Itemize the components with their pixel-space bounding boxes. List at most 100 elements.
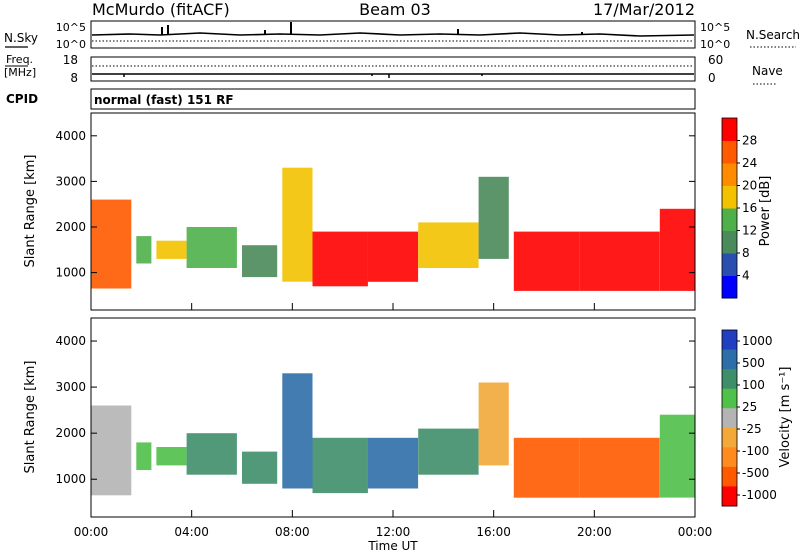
- power-colorbar-tick-label-6: 28: [742, 134, 757, 148]
- nsearch-tick-top: 10^5: [700, 21, 730, 34]
- power-colorbar: 4 8 12 16 20 24 28: [721, 117, 757, 299]
- station-title: McMurdo (fitACF): [92, 0, 230, 19]
- velocity-colorbar-swatch-2: [722, 369, 737, 390]
- power-echo-region-1: [136, 236, 152, 264]
- date-title: 17/Mar/2012: [593, 0, 695, 19]
- velocity-colorbar-tick-label-0: 1000: [742, 334, 773, 348]
- x-tick-label-0: 00:00: [74, 525, 109, 539]
- power-y-tick-label-1: 2000: [55, 220, 86, 234]
- cpid-text: normal (fast) 151 RF: [94, 93, 234, 107]
- x-tick-label-6: 00:00: [678, 525, 713, 539]
- nave-tick-top: 60: [708, 53, 723, 67]
- velocity-echo-region-4: [242, 451, 278, 484]
- power-echo-region-8: [418, 222, 479, 268]
- power-colorbar-swatch-7: [722, 118, 737, 141]
- power-echo-region-6: [312, 231, 368, 287]
- power-y-tick-label-2: 3000: [55, 174, 86, 188]
- power-echo-region-0: [91, 199, 132, 289]
- velocity-colorbar-swatch-0: [722, 330, 737, 351]
- velocity-echo-region-0: [91, 405, 132, 496]
- power-y-axis: 1000 2000 3000 4000: [55, 129, 695, 280]
- velocity-colorbar-frame: [721, 329, 738, 507]
- nsearch-label: N.Search: [746, 28, 800, 42]
- velocity-y-axis-title: Slant Range [km]: [23, 361, 38, 474]
- velocity-colorbar-swatch-5: [722, 427, 737, 448]
- nsky-trace: [91, 32, 695, 37]
- velocity-colorbar: 1000 500 100 25 -25 -100 -500 -1000: [721, 329, 777, 507]
- nsky-spikes: [161, 22, 583, 35]
- beam-title: Beam 03: [359, 0, 431, 19]
- power-echo-region-2: [156, 240, 187, 259]
- power-echo-region-4: [242, 245, 278, 278]
- power-colorbar-swatch-4: [722, 185, 737, 209]
- power-colorbar-tick-label-3: 16: [742, 201, 757, 215]
- velocity-echo-region-10: [513, 437, 580, 498]
- velocity-y-tick-label-1: 2000: [55, 426, 86, 440]
- power-colorbar-tick-label-4: 20: [742, 179, 757, 193]
- power-echo-region-10: [513, 231, 580, 291]
- nsky-panel-frame: [90, 20, 696, 49]
- x-tick-label-2: 08:00: [275, 525, 310, 539]
- velocity-echo-region-9: [478, 382, 509, 466]
- power-colorbar-tick-label-1: 8: [742, 246, 750, 260]
- velocity-colorbar-tick-label-3: 25: [742, 400, 757, 414]
- power-colorbar-tick-label-5: 24: [742, 156, 757, 170]
- nsky-tick-top: 10^5: [56, 21, 86, 34]
- freq-tick-top: 18: [63, 53, 78, 67]
- power-y-tick-label-0: 1000: [55, 266, 86, 280]
- velocity-echo-region-12: [659, 414, 695, 498]
- velocity-y-axis: 1000 2000 3000 4000: [55, 334, 695, 486]
- x-tick-label-5: 20:00: [577, 525, 612, 539]
- velocity-colorbar-tick-label-1: 500: [742, 356, 765, 370]
- nsearch-tick-bottom: 10^0: [700, 38, 730, 51]
- velocity-echo-region-6: [312, 437, 368, 494]
- velocity-colorbar-tick-label-5: -100: [742, 444, 769, 458]
- power-colorbar-swatch-3: [722, 208, 737, 231]
- velocity-y-tick-label-2: 3000: [55, 380, 86, 394]
- power-colorbar-tick-label-0: 4: [742, 269, 750, 283]
- velocity-y-tick-label-0: 1000: [55, 472, 86, 486]
- power-colorbar-swatch-0: [722, 275, 737, 299]
- freq-tick-bottom: 8: [70, 71, 78, 85]
- power-echo-region-12: [659, 208, 695, 291]
- velocity-echo-region-1: [136, 442, 152, 470]
- velocity-colorbar-swatch-3: [722, 388, 737, 409]
- power-colorbar-title: Power [dB]: [758, 176, 773, 247]
- velocity-colorbar-tick-label-7: -1000: [742, 488, 777, 502]
- freq-panel-frame: [90, 56, 696, 82]
- velocity-y-tick-label-3: 4000: [55, 334, 86, 348]
- power-colorbar-swatch-6: [722, 140, 737, 164]
- velocity-echo-region-2: [156, 447, 187, 466]
- velocity-colorbar-swatch-6: [722, 447, 737, 468]
- power-echo-region-9: [478, 176, 509, 259]
- velocity-colorbar-swatch-1: [722, 349, 737, 370]
- power-echo-region-11: [579, 231, 660, 291]
- x-tick-label-1: 04:00: [174, 525, 209, 539]
- velocity-colorbar-tick-label-6: -500: [742, 466, 769, 480]
- x-axis-title: Time UT: [367, 539, 418, 553]
- velocity-echo-region-3: [186, 433, 237, 475]
- power-colorbar-swatch-1: [722, 253, 737, 276]
- freq-spikes: [123, 74, 483, 78]
- velocity-colorbar-swatch-4: [722, 408, 737, 429]
- nsky-label: N.Sky: [4, 31, 38, 45]
- cpid-label: CPID: [6, 92, 38, 106]
- power-y-axis-title: Slant Range [km]: [23, 155, 38, 268]
- power-echo-region-5: [282, 167, 313, 282]
- power-x-ticks: [90, 303, 696, 310]
- velocity-echo-region-8: [418, 428, 479, 475]
- power-colorbar-swatch-2: [722, 230, 737, 254]
- velocity-echo-region-5: [282, 373, 313, 489]
- power-data-marks: [91, 167, 695, 291]
- velocity-colorbar-title: Velocity [m s⁻¹]: [778, 367, 793, 468]
- velocity-colorbar-swatch-8: [722, 486, 737, 507]
- velocity-colorbar-tick-label-4: -25: [742, 422, 762, 436]
- power-echo-region-7: [367, 231, 419, 282]
- velocity-x-ticks: 00:00 04:00 08:00 12:00 16:00 20:00 00:00: [74, 510, 713, 539]
- velocity-echo-region-11: [579, 437, 660, 498]
- nave-tick-bottom: 0: [708, 71, 716, 85]
- velocity-colorbar-tick-label-2: 100: [742, 378, 765, 392]
- velocity-data-marks: [91, 373, 695, 498]
- cpid-panel-frame: [90, 88, 696, 110]
